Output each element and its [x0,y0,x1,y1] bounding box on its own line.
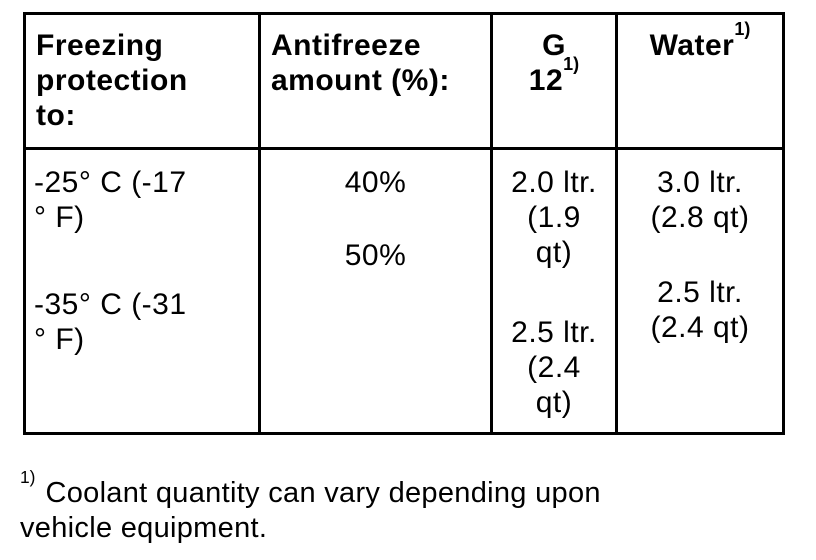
header-antifreeze-amount: Antifreeze amount (%): [261,15,490,150]
header-line: G [542,29,566,62]
g12-number: 12 [528,64,564,97]
percent-value-2: 50% [344,239,407,272]
percent-value-1: 40% [344,166,407,199]
header-line: protection [36,64,188,97]
temp-value-2: -35° C (-31 ° F) [34,287,254,357]
water-value-1: 3.0 ltr. (2.8 qt) [622,165,778,235]
cell-freezing-protection: -25° C (-17 ° F) -35° C (-31 ° F) [26,150,258,357]
header-line: to: [36,99,76,132]
header-water: Water1) [618,15,782,150]
temp-value-1: -25° C (-17 ° F) [34,165,254,235]
coolant-capacity-table: Freezing protection to: -25° C (-17 ° F)… [23,12,785,435]
qty-line: 2.5 ltr. [511,316,597,349]
qty-line: qt) [535,386,573,419]
qty-line: qt) [535,236,573,269]
header-line: Antifreeze [271,29,422,62]
column-water: Water1) 3.0 ltr. (2.8 qt) 2.5 ltr. (2.4 … [615,15,782,432]
header-line: 121) [503,55,605,98]
column-freezing-protection: Freezing protection to: -25° C (-17 ° F)… [26,15,258,432]
qty-line: (1.9 [527,201,581,234]
g12-value-2: 2.5 ltr. (2.4 qt) [497,315,611,420]
g12-value-1: 2.0 ltr. (1.9 qt) [497,165,611,270]
footnote: 1) Coolant quantity can vary depending up… [20,468,601,546]
water-value-2: 2.5 ltr. (2.4 qt) [622,275,778,345]
column-antifreeze-amount: Antifreeze amount (%): 40% 50% [258,15,490,432]
footnote-ref-marker: 1) [734,19,751,39]
footnote-ref-marker: 1) [563,54,580,74]
column-g12: G 121) 2.0 ltr. (1.9 qt) 2.5 ltr. (2.4 q… [490,15,615,432]
cell-g12: 2.0 ltr. (1.9 qt) 2.5 ltr. (2.4 qt) [493,150,615,420]
footnote-text: Coolant quantity can vary depending upon [45,477,601,509]
qty-line: 2.0 ltr. [511,166,597,199]
footnote-marker: 1) [20,466,36,487]
qty-line: (2.8 qt) [650,201,750,234]
qty-line: (2.4 qt) [650,311,750,344]
temp-line: ° F) [34,323,85,356]
header-line: Freezing [36,29,164,62]
cell-antifreeze-amount: 40% 50% [261,150,490,273]
temp-line: ° F) [34,201,85,234]
qty-line: 2.5 ltr. [657,276,743,309]
temp-line: -25° C (-17 [34,166,187,199]
cell-water: 3.0 ltr. (2.8 qt) 2.5 ltr. (2.4 qt) [618,150,782,345]
header-freezing-protection: Freezing protection to: [26,15,258,150]
water-label: Water [649,29,735,62]
qty-line: 3.0 ltr. [657,166,743,199]
temp-line: -35° C (-31 [34,288,187,321]
header-line: amount (%): [271,64,450,97]
footnote-line: vehicle equipment. [20,512,268,544]
qty-line: (2.4 [527,351,581,384]
header-g12: G 121) [493,15,615,150]
footnote-line: 1) Coolant quantity can vary depending up… [20,468,601,511]
